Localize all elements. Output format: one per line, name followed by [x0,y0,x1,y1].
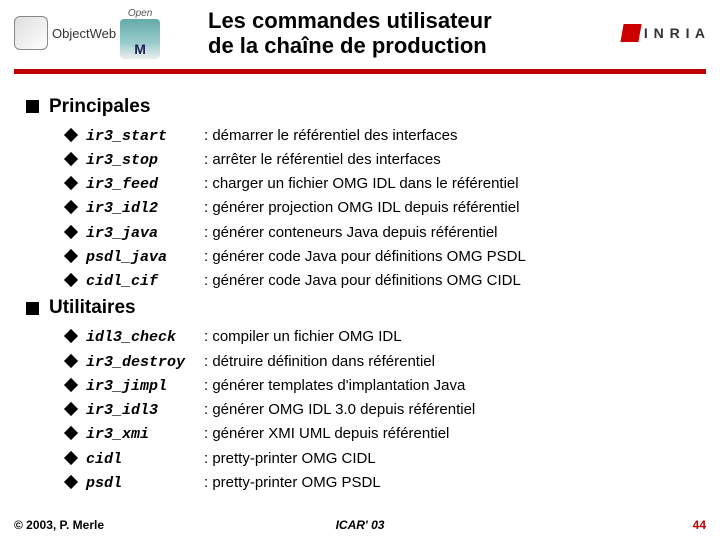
logo-inria: I N R I A [622,24,706,42]
list-item: cidl: pretty-printer OMG CIDL [66,447,694,471]
open-label: Open [128,8,152,19]
list-item: ir3_start: démarrer le référentiel des i… [66,124,694,148]
square-bullet-icon [26,100,39,113]
footer-copyright: © 2003, P. Merle [14,518,104,532]
objectweb-icon [14,16,48,50]
command-name: ir3_feed [86,173,204,196]
list-item: ir3_jimpl: générer templates d'implantat… [66,374,694,398]
command-name: ir3_idl3 [86,399,204,422]
command-name: idl3_check [86,326,204,349]
square-bullet-icon [26,302,39,315]
command-description: : générer code Java pour définitions OMG… [204,245,526,268]
command-description: : générer code Java pour définitions OMG… [204,269,521,292]
diamond-bullet-icon [64,273,78,287]
command-name: psdl_java [86,246,204,269]
slide-header: ObjectWeb Open M Les commandes utilisate… [0,0,720,65]
diamond-bullet-icon [64,354,78,368]
diamond-bullet-icon [64,200,78,214]
section-heading: Utilitaires [26,297,694,319]
list-item: cidl_cif: générer code Java pour définit… [66,269,694,293]
list-item: psdl: pretty-printer OMG PSDL [66,471,694,495]
command-name: psdl [86,472,204,495]
command-description: : générer conteneurs Java depuis référen… [204,221,498,244]
command-description: : pretty-printer OMG PSDL [204,471,381,494]
list-item: idl3_check: compiler un fichier OMG IDL [66,325,694,349]
diamond-bullet-icon [64,426,78,440]
inria-label: I N R I A [644,25,706,41]
diamond-bullet-icon [64,152,78,166]
command-name: ir3_jimpl [86,375,204,398]
command-name: ir3_destroy [86,351,204,374]
objectweb-label: ObjectWeb [52,26,116,41]
command-name: cidl_cif [86,270,204,293]
m-icon: M [120,19,160,59]
diamond-bullet-icon [64,475,78,489]
command-name: ir3_idl2 [86,197,204,220]
diamond-bullet-icon [64,225,78,239]
footer-event: ICAR' 03 [336,518,385,532]
diamond-bullet-icon [64,329,78,343]
command-list: idl3_check: compiler un fichier OMG IDLi… [26,325,694,495]
section-title: Principales [49,96,150,118]
diamond-bullet-icon [64,451,78,465]
title-line1: Les commandes utilisateur [208,8,612,33]
diamond-bullet-icon [64,176,78,190]
command-description: : générer projection OMG IDL depuis réfé… [204,196,519,219]
footer-page-number: 44 [693,518,706,532]
command-name: ir3_start [86,125,204,148]
command-description: : générer templates d'implantation Java [204,374,465,397]
list-item: ir3_destroy: détruire définition dans ré… [66,350,694,374]
title-line2: de la chaîne de production [208,33,612,58]
diamond-bullet-icon [64,378,78,392]
slide-footer: © 2003, P. Merle ICAR' 03 44 [0,518,720,532]
logo-objectweb: ObjectWeb Open M [14,8,194,58]
command-description: : démarrer le référentiel des interfaces [204,124,457,147]
list-item: psdl_java: générer code Java pour défini… [66,245,694,269]
list-item: ir3_idl2: générer projection OMG IDL dep… [66,196,694,220]
command-description: : générer XMI UML depuis référentiel [204,422,449,445]
list-item: ir3_feed: charger un fichier OMG IDL dan… [66,172,694,196]
slide-body: Principales ir3_start: démarrer le référe… [0,74,720,496]
command-description: : charger un fichier OMG IDL dans le réf… [204,172,519,195]
command-description: : générer OMG IDL 3.0 depuis référentiel [204,398,475,421]
command-description: : compiler un fichier OMG IDL [204,325,402,348]
inria-icon [620,24,641,42]
list-item: ir3_java: générer conteneurs Java depuis… [66,221,694,245]
command-name: ir3_java [86,222,204,245]
diamond-bullet-icon [64,249,78,263]
command-name: ir3_xmi [86,423,204,446]
list-item: ir3_xmi: générer XMI UML depuis référent… [66,422,694,446]
slide-title: Les commandes utilisateur de la chaîne d… [204,8,612,59]
section-heading: Principales [26,96,694,118]
command-list: ir3_start: démarrer le référentiel des i… [26,124,694,294]
diamond-bullet-icon [64,402,78,416]
command-name: ir3_stop [86,149,204,172]
list-item: ir3_stop: arrêter le référentiel des int… [66,148,694,172]
diamond-bullet-icon [64,128,78,142]
list-item: ir3_idl3: générer OMG IDL 3.0 depuis réf… [66,398,694,422]
command-name: cidl [86,448,204,471]
section-title: Utilitaires [49,297,136,319]
command-description: : arrêter le référentiel des interfaces [204,148,441,171]
command-description: : pretty-printer OMG CIDL [204,447,376,470]
command-description: : détruire définition dans référentiel [204,350,435,373]
